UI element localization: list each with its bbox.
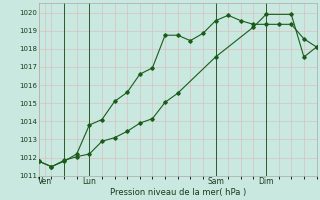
X-axis label: Pression niveau de la mer( hPa ): Pression niveau de la mer( hPa ) (109, 188, 246, 197)
